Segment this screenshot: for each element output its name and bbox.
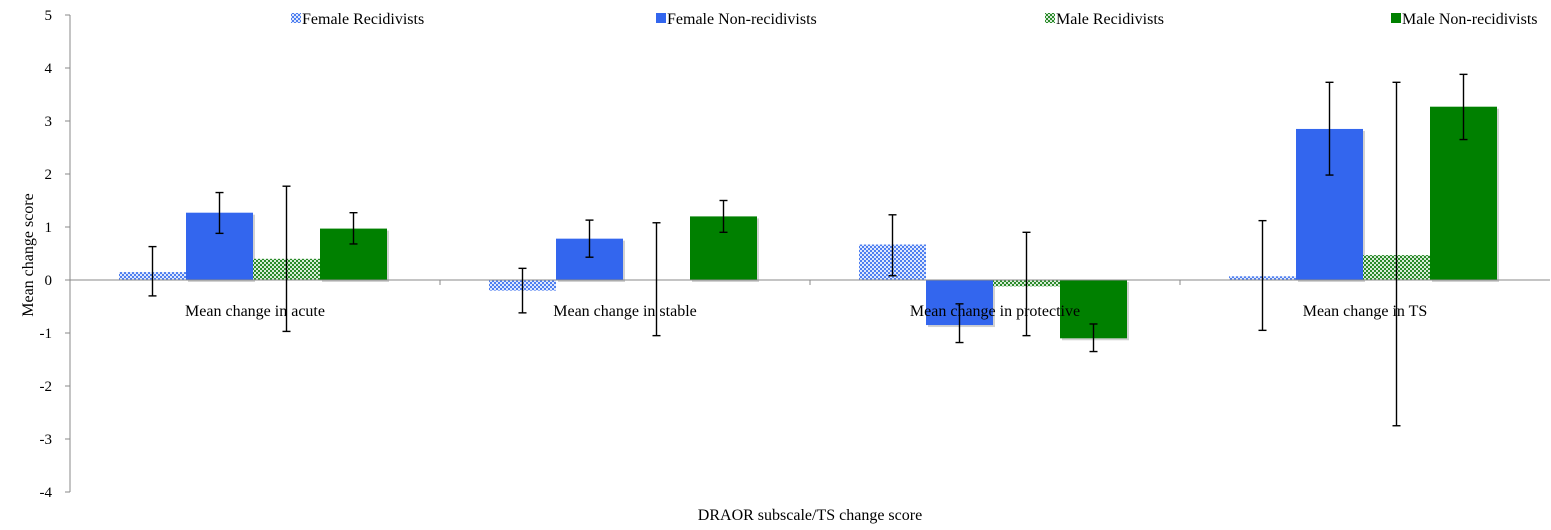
legend-label-male-recidivists: Male Recidivists (1056, 11, 1164, 28)
legend-label-female-non-recidivists: Female Non-recidivists (667, 11, 817, 28)
legend-item-female-recidivists: Female Recidivists (291, 11, 424, 28)
y-axis-ticks: -4 -3 -2 -1 0 1 2 3 4 5 (40, 8, 70, 501)
y-tick-label: -4 (40, 485, 53, 501)
y-tick-label: 5 (45, 8, 53, 24)
y-tick-label: 0 (45, 273, 53, 289)
x-axis-title: DRAOR subscale/TS change score (698, 507, 922, 524)
legend-item-female-non-recidivists: Female Non-recidivists (656, 11, 817, 28)
bars (119, 106, 1499, 341)
category-label: Mean change in TS (1303, 303, 1428, 320)
y-tick-label: 1 (45, 220, 53, 236)
legend-swatch-male-non-recidivists (1391, 13, 1401, 23)
category-labels: Mean change in acute Mean change in stabl… (185, 303, 1427, 320)
category-label: Mean change in stable (553, 303, 697, 320)
legend-label-female-recidivists: Female Recidivists (302, 11, 424, 28)
y-axis-title: Mean change score (20, 193, 37, 317)
y-tick-label: -3 (40, 432, 53, 448)
legend-label-male-non-recidivists: Male Non-recidivists (1402, 11, 1538, 28)
y-tick-label: 3 (45, 114, 53, 130)
category-label: Mean change in protective (910, 303, 1080, 320)
legend-item-male-recidivists: Male Recidivists (1045, 11, 1164, 28)
error-bars (148, 73, 1468, 427)
x-axis-ticks (439, 280, 1181, 285)
category-label: Mean change in acute (185, 303, 325, 320)
legend-swatch-female-recidivists (291, 13, 301, 23)
y-tick-label: -1 (40, 326, 53, 342)
y-tick-label: 4 (45, 61, 53, 77)
legend: Female Recidivists Female Non-recidivist… (291, 11, 1538, 28)
legend-swatch-male-recidivists (1045, 13, 1055, 23)
y-tick-label: -2 (40, 379, 53, 395)
legend-swatch-female-non-recidivists (656, 13, 666, 23)
legend-item-male-non-recidivists: Male Non-recidivists (1391, 11, 1538, 28)
y-tick-label: 2 (45, 167, 53, 183)
